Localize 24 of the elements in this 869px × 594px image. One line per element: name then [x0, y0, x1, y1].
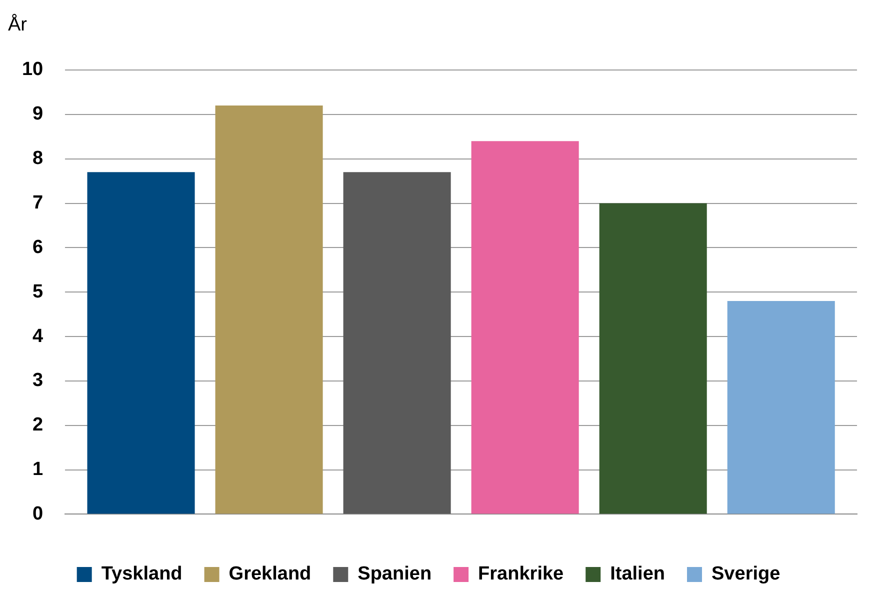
legend-label: Spanien — [358, 564, 432, 585]
y-tick-label: 0 — [32, 503, 44, 524]
y-tick-label: 2 — [32, 414, 44, 436]
legend-label: Frankrike — [478, 564, 564, 585]
y-axis-title: År — [8, 14, 28, 36]
bar — [343, 172, 451, 514]
y-tick-label: 3 — [32, 370, 44, 392]
bar — [215, 106, 323, 514]
y-tick-label: 6 — [32, 236, 44, 258]
bar — [87, 172, 195, 514]
y-tick-label: 9 — [32, 104, 44, 125]
y-tick-label: 10 — [22, 59, 44, 80]
legend-label: Italien — [610, 564, 666, 585]
legend-label: Tyskland — [101, 564, 182, 585]
y-tick-label: 1 — [32, 459, 44, 480]
y-tick-label: 8 — [32, 148, 44, 170]
y-tick-label: 4 — [32, 326, 44, 347]
y-tick-label: 5 — [32, 281, 44, 302]
bar — [727, 300, 835, 514]
legend-label: Sverige — [712, 564, 780, 585]
bar — [471, 141, 579, 514]
y-tick-label: 7 — [32, 192, 44, 214]
bar — [599, 203, 707, 514]
legend-label: Grekland — [228, 564, 312, 585]
